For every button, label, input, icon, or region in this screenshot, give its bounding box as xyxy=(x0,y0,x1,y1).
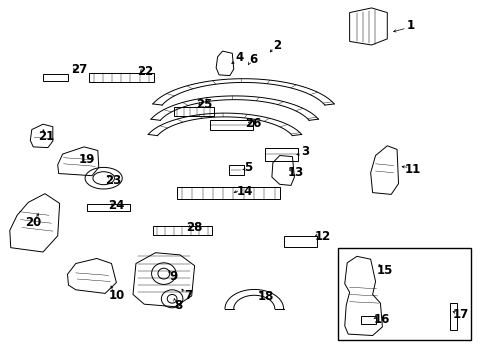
Bar xyxy=(43,74,68,81)
Text: 11: 11 xyxy=(404,163,421,176)
Text: 26: 26 xyxy=(244,117,261,130)
Bar xyxy=(89,73,153,82)
Bar xyxy=(449,303,456,330)
Bar xyxy=(283,236,316,247)
Bar xyxy=(228,165,243,175)
Text: 13: 13 xyxy=(287,166,304,179)
Bar xyxy=(87,204,130,211)
Text: 7: 7 xyxy=(184,289,192,302)
Bar xyxy=(264,148,298,161)
Text: 16: 16 xyxy=(372,313,389,326)
Text: 24: 24 xyxy=(108,199,124,212)
Text: 2: 2 xyxy=(273,39,281,51)
Text: 6: 6 xyxy=(249,53,257,66)
Text: 15: 15 xyxy=(376,264,393,277)
Text: 10: 10 xyxy=(108,289,124,302)
Text: 28: 28 xyxy=(186,221,203,234)
Text: 1: 1 xyxy=(406,19,414,32)
Bar xyxy=(338,248,470,340)
Text: 4: 4 xyxy=(235,51,243,64)
Text: 12: 12 xyxy=(314,230,330,243)
Text: 20: 20 xyxy=(25,216,41,229)
Bar xyxy=(173,107,213,116)
Text: 14: 14 xyxy=(236,185,252,198)
Text: 17: 17 xyxy=(451,309,468,321)
Text: 25: 25 xyxy=(196,98,212,111)
Text: 8: 8 xyxy=(174,299,182,312)
Text: 21: 21 xyxy=(38,130,55,143)
Text: 19: 19 xyxy=(79,153,95,166)
Bar xyxy=(360,316,375,324)
Text: 3: 3 xyxy=(301,145,309,158)
Text: 23: 23 xyxy=(105,174,122,187)
Text: 5: 5 xyxy=(244,161,252,174)
Text: 9: 9 xyxy=(169,270,177,283)
Bar xyxy=(177,187,279,199)
Text: 18: 18 xyxy=(257,291,273,303)
Text: 22: 22 xyxy=(137,65,154,78)
Bar xyxy=(152,226,212,235)
Text: 27: 27 xyxy=(71,63,87,76)
Bar xyxy=(210,120,253,130)
